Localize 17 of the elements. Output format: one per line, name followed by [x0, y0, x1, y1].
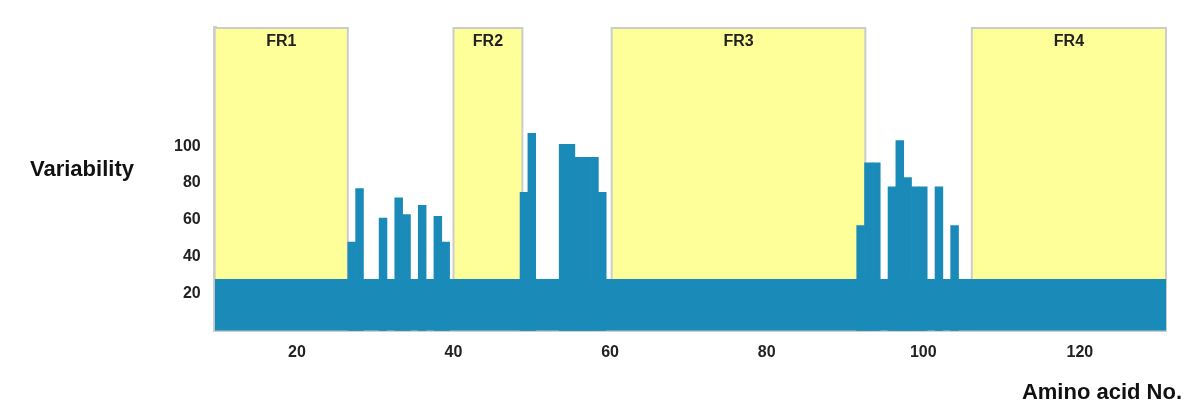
y-axis-title: Variability — [30, 156, 135, 182]
x-tick-label: 100 — [909, 342, 937, 360]
x-tick-label: 40 — [444, 342, 463, 360]
x-tick-label: 80 — [757, 342, 776, 360]
band-label: FR2 — [472, 32, 504, 50]
x-tick-label: 120 — [1066, 342, 1094, 360]
y-tick-label: 60 — [182, 210, 201, 228]
y-tick-label: 80 — [182, 173, 201, 191]
x-tick-label: 60 — [601, 342, 620, 360]
band-label: FR1 — [266, 32, 297, 50]
y-tick-label: 40 — [182, 247, 201, 265]
y-tick-label: 100 — [173, 136, 201, 154]
band-label: FR4 — [1053, 32, 1085, 50]
band-label: FR3 — [723, 32, 754, 50]
y-tick-label: 20 — [182, 284, 201, 302]
x-axis-title: Amino acid No. — [1021, 379, 1182, 405]
x-tick-label: 20 — [288, 342, 306, 360]
